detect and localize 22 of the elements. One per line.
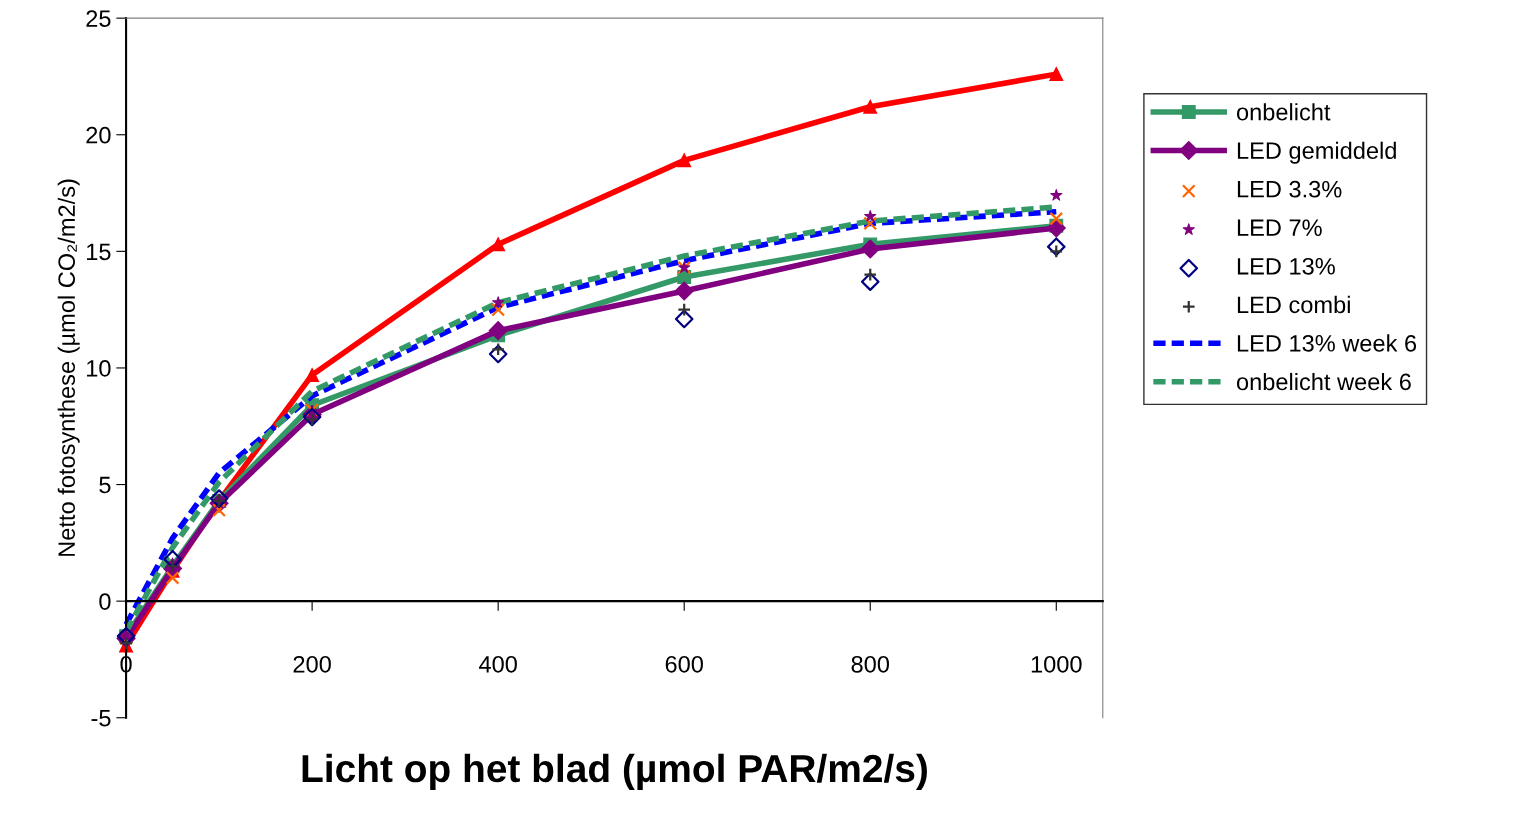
x-tick-label: 1000 [1031,655,1082,673]
y-tick-label: 5 [99,476,111,494]
legend-label: LED 13% week 6 [1237,334,1417,352]
x-tick-label: 800 [851,655,890,673]
y-tick-label: 0 [99,593,111,610]
y-axis-title: Netto fotosynthese (µmol CO₂/m2/s) [57,179,80,556]
y-tick-label: 20 [86,126,111,144]
legend-label: LED 3.3% [1237,180,1342,198]
x-tick-label: 600 [665,655,703,673]
legend-label: LED gemiddeld [1237,141,1396,164]
x-tick-label: 200 [293,655,331,673]
y-tick-label: 10 [87,360,111,377]
y-tick-label: 15 [87,243,111,261]
legend-label: LED combi [1237,295,1350,314]
y-tick-label: 25 [86,10,111,27]
y-tick-label: -5 [91,710,111,727]
legend-label: onbelicht [1236,103,1331,121]
x-tick-label: 400 [479,655,517,673]
x-axis-title: Licht op het blad (µmol PAR/m2/s) [302,753,927,790]
legend-label: LED 13% [1237,257,1335,275]
legend-label: LED 7% [1237,219,1322,236]
legend-label: onbelicht week 6 [1236,372,1411,391]
